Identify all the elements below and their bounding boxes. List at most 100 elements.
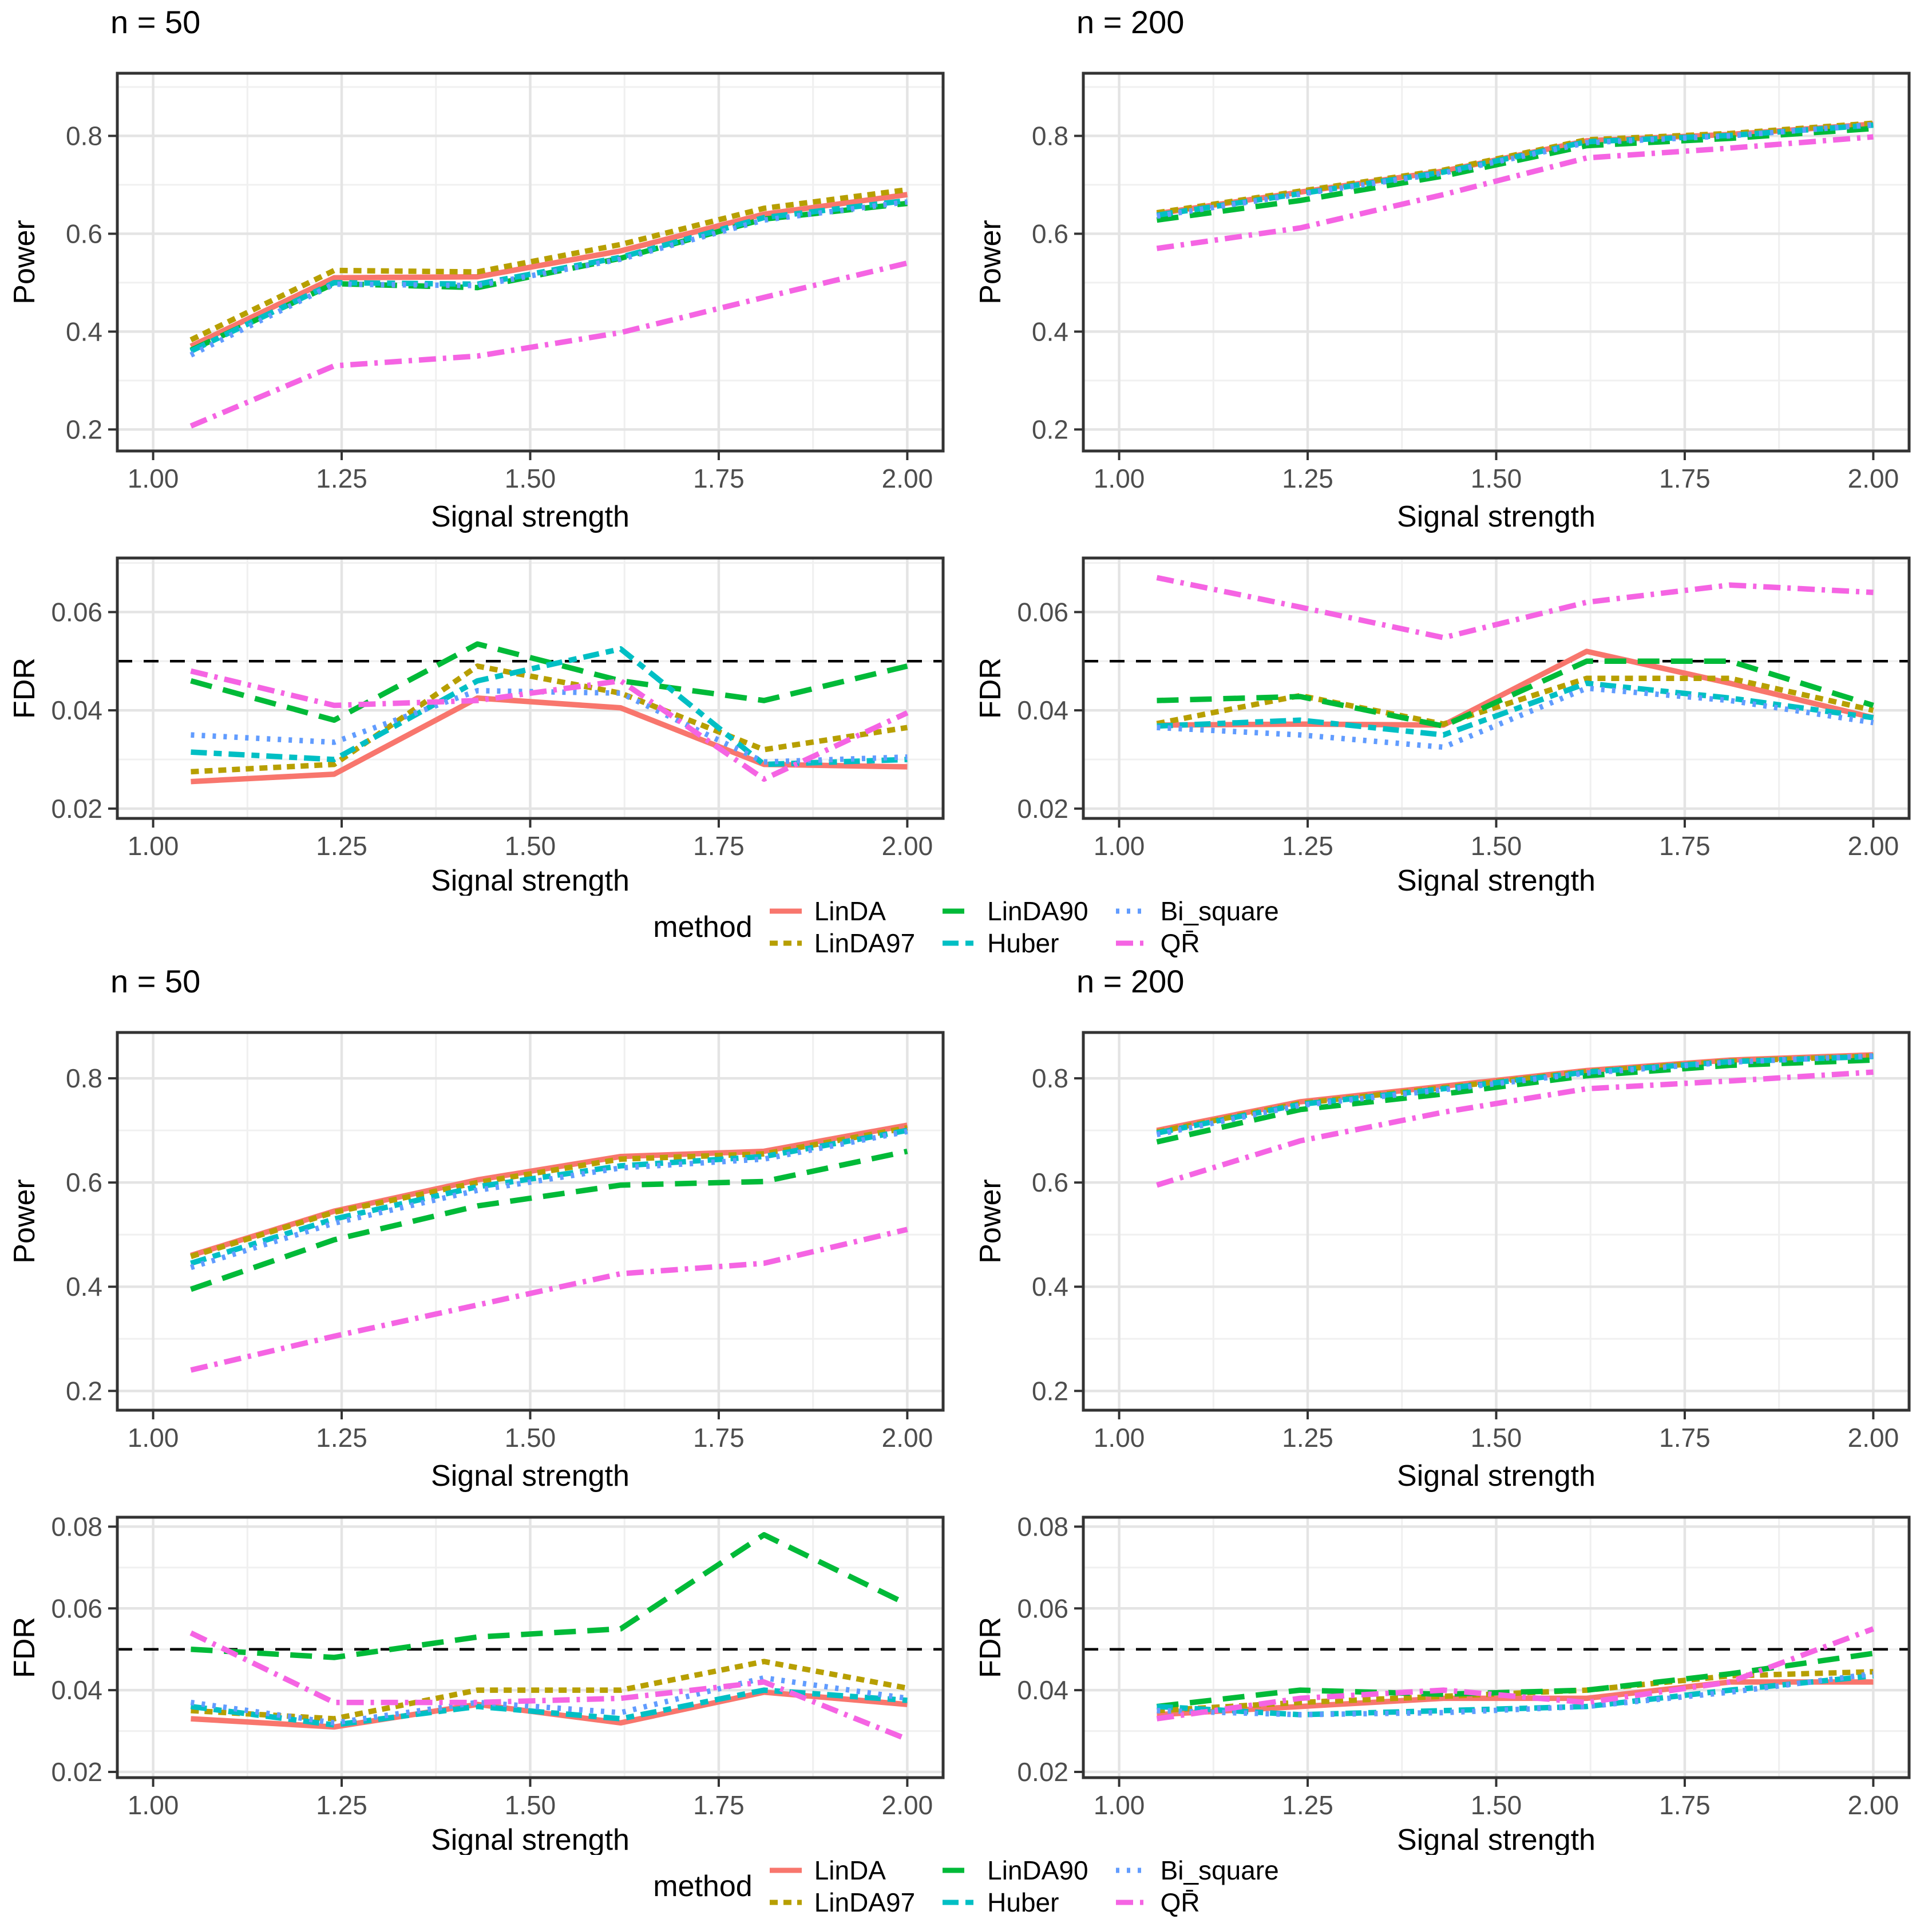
svg-text:Signal strength: Signal strength: [431, 864, 630, 896]
legend-label: LinDA97: [814, 928, 916, 958]
svg-text:1.50: 1.50: [1471, 831, 1522, 861]
fdr-chart-n200-bottom: 1.00 1.25 1.50 1.75 2.00 0.02 0.04 0.06 0.08 Sign…: [974, 1512, 1911, 1855]
svg-text:2.00: 2.00: [1848, 1790, 1899, 1820]
svg-text:Power: Power: [8, 220, 41, 304]
svg-text:1.50: 1.50: [505, 464, 556, 493]
legend-item-qr: QR̄: [1114, 928, 1279, 959]
legend-label: LinDA90: [987, 1855, 1088, 1885]
legend-item-huber: Huber: [940, 928, 1088, 959]
linda-line-key-icon: [769, 1867, 802, 1873]
huber-line-key-icon: [943, 940, 975, 946]
svg-text:1.25: 1.25: [1282, 831, 1333, 861]
svg-text:0.2: 0.2: [1032, 1376, 1068, 1406]
svg-text:1.50: 1.50: [1471, 464, 1522, 493]
svg-text:1.75: 1.75: [1659, 1790, 1711, 1820]
legend-label: Huber: [987, 928, 1059, 958]
svg-text:1.00: 1.00: [128, 1423, 179, 1453]
svg-text:0.2: 0.2: [66, 1376, 102, 1406]
svg-text:0.06: 0.06: [51, 597, 102, 627]
svg-text:1.75: 1.75: [693, 1423, 745, 1453]
svg-text:2.00: 2.00: [882, 1423, 933, 1453]
svg-text:Signal strength: Signal strength: [1397, 1459, 1596, 1493]
svg-text:1.00: 1.00: [128, 464, 179, 493]
legend-item-linda90: LinDA90: [940, 1855, 1088, 1886]
svg-text:0.08: 0.08: [1017, 1512, 1068, 1541]
fdr-row-bottom: 1.00 1.25 1.50 1.75 2.00 0.02 0.04 0.06 0.08 Sign…: [0, 1503, 1932, 1855]
svg-text:1.25: 1.25: [316, 1423, 367, 1453]
linda90-line-key-icon: [943, 1867, 975, 1873]
svg-text:0.6: 0.6: [1032, 219, 1068, 248]
power-chart-n200-top: 1.00 1.25 1.50 1.75 2.00 0.2 0.4 0.6 0.8 Signal s…: [974, 4, 1911, 533]
legend-label: Bi_square: [1160, 1855, 1279, 1885]
panel-top-power-n200: 1.00 1.25 1.50 1.75 2.00 0.2 0.4 0.6 0.8 Signal s…: [966, 0, 1932, 544]
svg-text:1.25: 1.25: [316, 1790, 367, 1820]
fdr-row-top: 1.00 1.25 1.50 1.75 2.00 0.02 0.04 0.06 Signal s…: [0, 544, 1932, 896]
legend-item-linda97: LinDA97: [767, 928, 915, 959]
svg-text:0.4: 0.4: [1032, 1272, 1068, 1301]
legend-item-linda: LinDA: [767, 1855, 915, 1886]
power-chart-n50-top: 1.00 1.25 1.50 1.75 2.00 0.2 0.4 0.6 0.8 Signal s…: [8, 4, 945, 533]
svg-text:2.00: 2.00: [882, 831, 933, 861]
svg-text:1.75: 1.75: [693, 831, 745, 861]
svg-text:0.6: 0.6: [66, 219, 102, 248]
svg-text:0.04: 0.04: [51, 1675, 102, 1705]
qr-line-key-icon: [1115, 1900, 1148, 1905]
panel-bottom-fdr-n50: 1.00 1.25 1.50 1.75 2.00 0.02 0.04 0.06 0.08 Sign…: [0, 1503, 966, 1855]
svg-text:1.50: 1.50: [505, 1423, 556, 1453]
svg-text:1.75: 1.75: [693, 464, 745, 493]
svg-text:2.00: 2.00: [1848, 831, 1899, 861]
linda97-line-key-icon: [769, 1900, 802, 1905]
fdr-chart-n50-bottom: 1.00 1.25 1.50 1.75 2.00 0.02 0.04 0.06 0.08 Sign…: [8, 1512, 945, 1855]
svg-text:1.75: 1.75: [693, 1790, 745, 1820]
linda-line-key-icon: [769, 908, 802, 914]
svg-text:0.6: 0.6: [66, 1168, 102, 1197]
legend-label: QR̄: [1160, 1888, 1200, 1917]
svg-text:0.04: 0.04: [1017, 695, 1068, 725]
svg-text:1.00: 1.00: [1094, 1790, 1145, 1820]
panel-top-fdr-n50: 1.00 1.25 1.50 1.75 2.00 0.02 0.04 0.06 Signal s…: [0, 544, 966, 896]
svg-text:0.02: 0.02: [51, 794, 102, 824]
svg-text:1.50: 1.50: [505, 831, 556, 861]
legend-label: Bi_square: [1160, 896, 1279, 926]
svg-text:1.00: 1.00: [1094, 831, 1145, 861]
svg-text:2.00: 2.00: [1848, 464, 1899, 493]
panel-bottom-power-n200: 1.00 1.25 1.50 1.75 2.00 0.2 0.4 0.6 0.8 Signal s…: [966, 959, 1932, 1503]
legend-item-bisquare: Bi_square: [1114, 896, 1279, 927]
legend-item-huber: Huber: [940, 1887, 1088, 1918]
figure-section-top: 1.00 1.25 1.50 1.75 2.00 0.2 0.4 0.6 0.8 Signal s…: [0, 0, 1932, 959]
legend-label: Huber: [987, 1888, 1059, 1917]
qr-line-key-icon: [1115, 940, 1148, 946]
svg-text:FDR: FDR: [974, 1617, 1007, 1678]
svg-text:0.4: 0.4: [66, 316, 102, 346]
svg-text:0.02: 0.02: [1017, 794, 1068, 824]
svg-text:1.25: 1.25: [1282, 464, 1333, 493]
svg-text:n = 200: n = 200: [1076, 963, 1184, 999]
svg-text:1.25: 1.25: [1282, 1790, 1333, 1820]
legend-label: QR̄: [1160, 928, 1200, 958]
fdr-chart-n50-top: 1.00 1.25 1.50 1.75 2.00 0.02 0.04 0.06 Signal s…: [8, 556, 945, 896]
svg-text:1.25: 1.25: [1282, 1423, 1333, 1453]
legend-label: LinDA: [814, 1855, 886, 1885]
svg-text:0.06: 0.06: [1017, 1593, 1068, 1623]
svg-text:0.4: 0.4: [66, 1272, 102, 1301]
svg-text:FDR: FDR: [974, 658, 1007, 719]
svg-text:2.00: 2.00: [882, 1790, 933, 1820]
svg-text:1.75: 1.75: [1659, 831, 1711, 861]
bisquare-line-key-icon: [1115, 908, 1148, 914]
svg-text:Signal strength: Signal strength: [1397, 1823, 1596, 1855]
legend-item-linda97: LinDA97: [767, 1887, 915, 1918]
svg-text:0.8: 0.8: [1032, 1063, 1068, 1093]
legend-title: method: [653, 911, 753, 944]
panel-top-power-n50: 1.00 1.25 1.50 1.75 2.00 0.2 0.4 0.6 0.8 Signal s…: [0, 0, 966, 544]
legend-label: LinDA97: [814, 1888, 916, 1917]
svg-text:n = 50: n = 50: [110, 4, 200, 40]
svg-text:0.8: 0.8: [66, 1063, 102, 1093]
svg-text:0.04: 0.04: [51, 695, 102, 725]
legend: method LinDA LinDA97 LinDA90 Huber: [0, 1855, 1932, 1918]
svg-text:1.75: 1.75: [1659, 1423, 1711, 1453]
linda90-line-key-icon: [943, 908, 975, 914]
svg-text:0.06: 0.06: [1017, 597, 1068, 627]
fdr-chart-n200-top: 1.00 1.25 1.50 1.75 2.00 0.02 0.04 0.06 Signal s…: [974, 556, 1911, 896]
legend-item-linda: LinDA: [767, 896, 915, 927]
